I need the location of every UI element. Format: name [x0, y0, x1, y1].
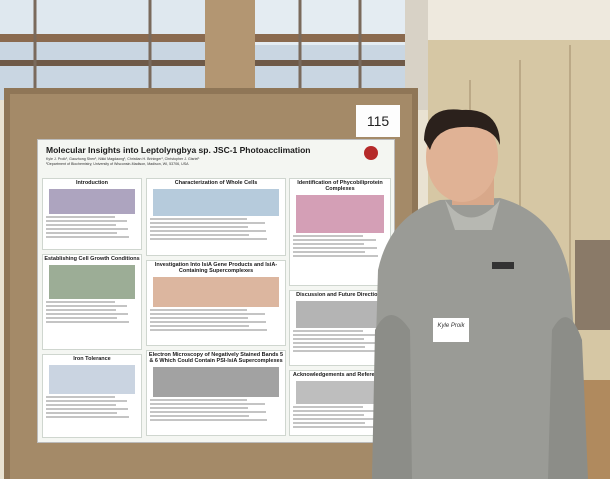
- text-line: [46, 412, 117, 415]
- text-line: [150, 419, 268, 422]
- figure: [153, 189, 279, 217]
- text-line: [293, 426, 378, 429]
- text-line: [293, 406, 363, 409]
- poster: Molecular Insights into Leptolyngbya sp.…: [37, 139, 395, 443]
- poster-affiliation: ¹Department of Biochemistry, University …: [46, 162, 189, 166]
- text-line: [150, 309, 247, 312]
- text-line: [46, 320, 130, 323]
- poster-authors: Kyle J. Proik¹, Gaozhong Shen¹, Nikki Ma…: [46, 157, 200, 161]
- poster-section: Electron Microscopy of Negatively Staine…: [146, 350, 286, 436]
- figure: [153, 277, 279, 308]
- text-line: [293, 418, 377, 421]
- text-line: [46, 416, 130, 419]
- text-line: [150, 407, 248, 410]
- text-line: [46, 236, 130, 239]
- poster-section: Establishing Cell Growth Conditions: [42, 254, 142, 350]
- section-heading: Characterization of Whole Cells: [174, 180, 258, 186]
- figure: [49, 365, 135, 395]
- text-line: [150, 325, 250, 328]
- text-line: [150, 411, 266, 414]
- figure: [49, 189, 135, 215]
- text-line: [46, 400, 128, 403]
- section-heading: Iron Tolerance: [73, 356, 111, 362]
- figure: [49, 265, 135, 299]
- poster-section: Identification of Phycobiliprotein Compl…: [289, 178, 391, 286]
- card-number: 115: [356, 105, 400, 137]
- text-line: [150, 234, 250, 237]
- text-line: [150, 321, 266, 324]
- text-line: [150, 230, 266, 233]
- text-line: [293, 333, 376, 336]
- text-line: [293, 345, 365, 348]
- text-line: [150, 403, 265, 406]
- figure: [296, 195, 384, 233]
- text-line: [46, 220, 128, 223]
- text-line: [46, 224, 116, 227]
- section-heading: Identification of Phycobiliprotein Compl…: [297, 180, 383, 192]
- text-line: [46, 408, 129, 411]
- text-line: [293, 329, 363, 332]
- poster-section: Investigation Into IsiA Gene Products an…: [146, 260, 286, 346]
- text-line: [46, 316, 117, 319]
- logo: [364, 146, 378, 160]
- text-line: [293, 234, 363, 237]
- section-heading: Introduction: [75, 180, 109, 186]
- text-line: [46, 232, 117, 235]
- section-heading: Discussion and Future Directions: [296, 292, 384, 298]
- section-heading: Electron Microscopy of Negatively Staine…: [148, 352, 284, 364]
- text-line: [293, 337, 364, 340]
- poster-section: Iron Tolerance: [42, 354, 142, 438]
- text-line: [150, 317, 248, 320]
- text-line: [46, 312, 129, 315]
- poster-section: Discussion and Future Directions: [289, 290, 391, 366]
- text-line: [150, 313, 265, 316]
- text-line: [150, 238, 268, 241]
- text-line: [150, 329, 268, 332]
- text-line: [293, 238, 376, 241]
- text-line: [46, 404, 116, 407]
- text-line: [293, 414, 364, 417]
- text-line: [46, 304, 128, 307]
- text-line: [46, 308, 116, 311]
- text-line: [293, 242, 364, 245]
- figure: [296, 301, 384, 328]
- text-line: [46, 396, 115, 399]
- text-line: [150, 218, 247, 221]
- name-tag: Kyle Proik: [433, 318, 469, 342]
- text-line: [46, 228, 129, 231]
- text-line: [150, 222, 265, 225]
- text-line: [46, 216, 115, 219]
- text-line: [293, 250, 365, 253]
- text-line: [293, 410, 376, 413]
- text-line: [150, 415, 250, 418]
- text-line: [293, 254, 378, 257]
- poster-title: Molecular Insights into Leptolyngbya sp.…: [46, 145, 311, 155]
- text-line: [46, 300, 115, 303]
- section-heading: Acknowledgements and References: [292, 372, 388, 378]
- text-line: [293, 246, 377, 249]
- text-line: [293, 422, 365, 425]
- section-heading: Investigation Into IsiA Gene Products an…: [154, 262, 278, 274]
- poster-section: Characterization of Whole Cells: [146, 178, 286, 256]
- section-heading: Establishing Cell Growth Conditions: [44, 256, 140, 262]
- text-line: [293, 349, 378, 352]
- figure: [296, 381, 384, 405]
- figure: [153, 367, 279, 398]
- poster-section: Introduction: [42, 178, 142, 250]
- text-line: [293, 341, 377, 344]
- text-line: [150, 226, 248, 229]
- text-line: [150, 399, 247, 402]
